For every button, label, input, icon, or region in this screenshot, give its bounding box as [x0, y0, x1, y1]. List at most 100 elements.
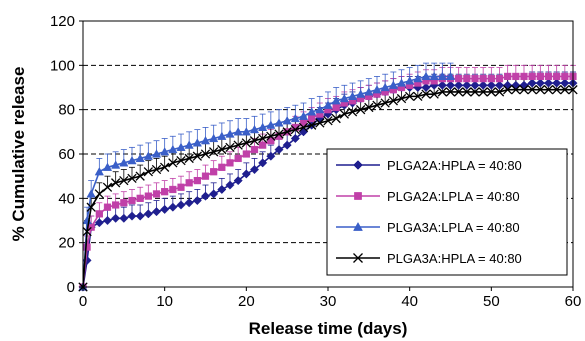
series-4-point-57	[535, 85, 545, 95]
series-4-point-23	[258, 133, 268, 144]
series-3-point-11	[160, 147, 170, 156]
series-2-point-52	[495, 75, 504, 83]
series-2-point-1	[83, 243, 91, 251]
tick-layer: 0 20 40 60 80 100 120 0 10 20 30 40 50 60	[50, 13, 581, 310]
legend-box	[326, 148, 568, 276]
series-1-point-26	[282, 140, 292, 150]
series-3-point-40	[396, 78, 407, 87]
series-4-point-47	[454, 87, 464, 97]
series-4-point-25-stroke-b	[274, 129, 284, 139]
series-2-point-11	[161, 188, 169, 196]
series-3-point-2	[86, 189, 96, 198]
y-tick-label-120: 120	[50, 13, 75, 30]
series-4-point-24	[266, 131, 276, 141]
series-4-point-26	[282, 127, 292, 137]
series-4-point-47-stroke-b	[454, 87, 464, 97]
series-3-point-27	[290, 113, 300, 123]
series-4-point-54-stroke-b	[511, 85, 521, 95]
series-4-point-17	[209, 147, 219, 157]
series-4-point-56	[527, 85, 537, 95]
series-4-point-5-stroke-b	[111, 178, 121, 188]
series-3-point-31	[323, 100, 333, 109]
y-tick-label-40: 40	[58, 190, 75, 207]
series-4-point-41-stroke-b	[405, 91, 415, 102]
series-4-point-39	[388, 96, 398, 106]
series-4-point-31	[323, 116, 333, 126]
series-4-point-55-stroke-b	[519, 85, 529, 95]
legend-plga3a-lpla-40-80-label: PLGA3A:LPLA = 40:80	[387, 220, 520, 235]
legend-plga2a-lpla-40-80-label: PLGA2A:LPLA = 40:80	[387, 189, 520, 204]
series-2-point-8	[136, 194, 144, 202]
series-4-point-3	[94, 189, 104, 199]
series-3-point-35	[356, 89, 366, 98]
series-4-point-20	[233, 140, 243, 150]
series-1-point-14	[184, 198, 194, 208]
series-4-point-54	[511, 85, 521, 95]
series-1-point-7	[127, 211, 137, 221]
series-1-point-15	[192, 195, 202, 206]
series-3-point-7	[127, 155, 137, 165]
series-4-point-13-stroke-b	[176, 155, 186, 166]
series-1-point-6	[119, 213, 129, 223]
series-3-point-45	[437, 71, 447, 81]
series-4-point-33-stroke-b	[339, 109, 349, 119]
series-4-point-42-stroke-b	[413, 91, 423, 102]
y-axis-title: % Cumulative release	[9, 67, 28, 242]
series-4-point-16-stroke-b	[200, 149, 211, 159]
series-3-point-26	[282, 116, 292, 125]
series-3-point-42	[413, 73, 423, 83]
series-1-point-22	[249, 164, 260, 175]
series-4-point-17-stroke-b	[209, 147, 219, 157]
series-1-point-52	[494, 80, 505, 90]
series-2-point-10	[152, 190, 161, 198]
series-4-point-10-stroke-b	[151, 164, 162, 175]
series-4-point-50	[478, 87, 488, 97]
series-2-point-3	[95, 210, 103, 218]
series-4-point-27	[290, 124, 300, 135]
series-2-point-7	[128, 196, 136, 205]
series-3-point-14	[184, 140, 194, 149]
series-4-point-38-stroke-b	[380, 98, 390, 108]
series-4-point-37-stroke-b	[372, 100, 382, 110]
series-4-point-42	[413, 91, 423, 102]
series-1-point-13	[176, 200, 186, 210]
series-2-point-15	[193, 176, 201, 185]
x-tick-label-40: 40	[401, 293, 418, 310]
series-4-point-24-stroke-b	[266, 131, 276, 141]
series-2-point-57	[536, 72, 544, 81]
series-4-point-41	[405, 91, 415, 102]
series-4-point-60-stroke-b	[560, 85, 570, 95]
series-3-point-16	[200, 135, 211, 145]
y-tick-label-20: 20	[58, 235, 75, 252]
series-2-point-59	[553, 72, 561, 81]
x-tick-label-0: 0	[79, 293, 87, 310]
series-4-point-21-stroke-b	[241, 138, 251, 148]
series-1-point-45	[437, 80, 447, 90]
series-4-point-15-stroke-b	[192, 151, 202, 161]
series-4-point-45	[437, 87, 447, 97]
series-4-point-29	[307, 120, 317, 130]
legend-plga3a-hpla-40-80-label: PLGA3A:HPLA = 40:80	[387, 251, 522, 266]
series-3-point-30	[315, 104, 325, 114]
series-1-point-3	[94, 218, 104, 228]
series-4-point-56-stroke-b	[527, 85, 537, 95]
series-4-point-52	[494, 87, 505, 97]
series-1-point-54	[511, 80, 521, 90]
series-4-point-2	[86, 202, 96, 212]
series-4-point-8	[135, 171, 145, 181]
series-1-point-4	[102, 215, 113, 226]
series-4-point-22-stroke-b	[249, 136, 260, 146]
series-4-point-60	[560, 85, 570, 95]
series-3-point-19	[225, 129, 235, 138]
series-1-point-12	[168, 202, 178, 212]
legend: PLGA2A:HPLA = 40:80 PLGA2A:LPLA = 40:80 PL…	[326, 148, 568, 276]
series-1-point-17	[209, 189, 219, 199]
series-4-point-59	[552, 85, 562, 95]
series-2-point-23	[259, 141, 267, 149]
series-4-point-7-stroke-b	[127, 173, 137, 184]
series-4-point-14-stroke-b	[184, 153, 194, 164]
series-1-point-20	[233, 176, 243, 186]
series-1-point-51	[486, 80, 496, 90]
series-2-point-20	[234, 154, 242, 163]
